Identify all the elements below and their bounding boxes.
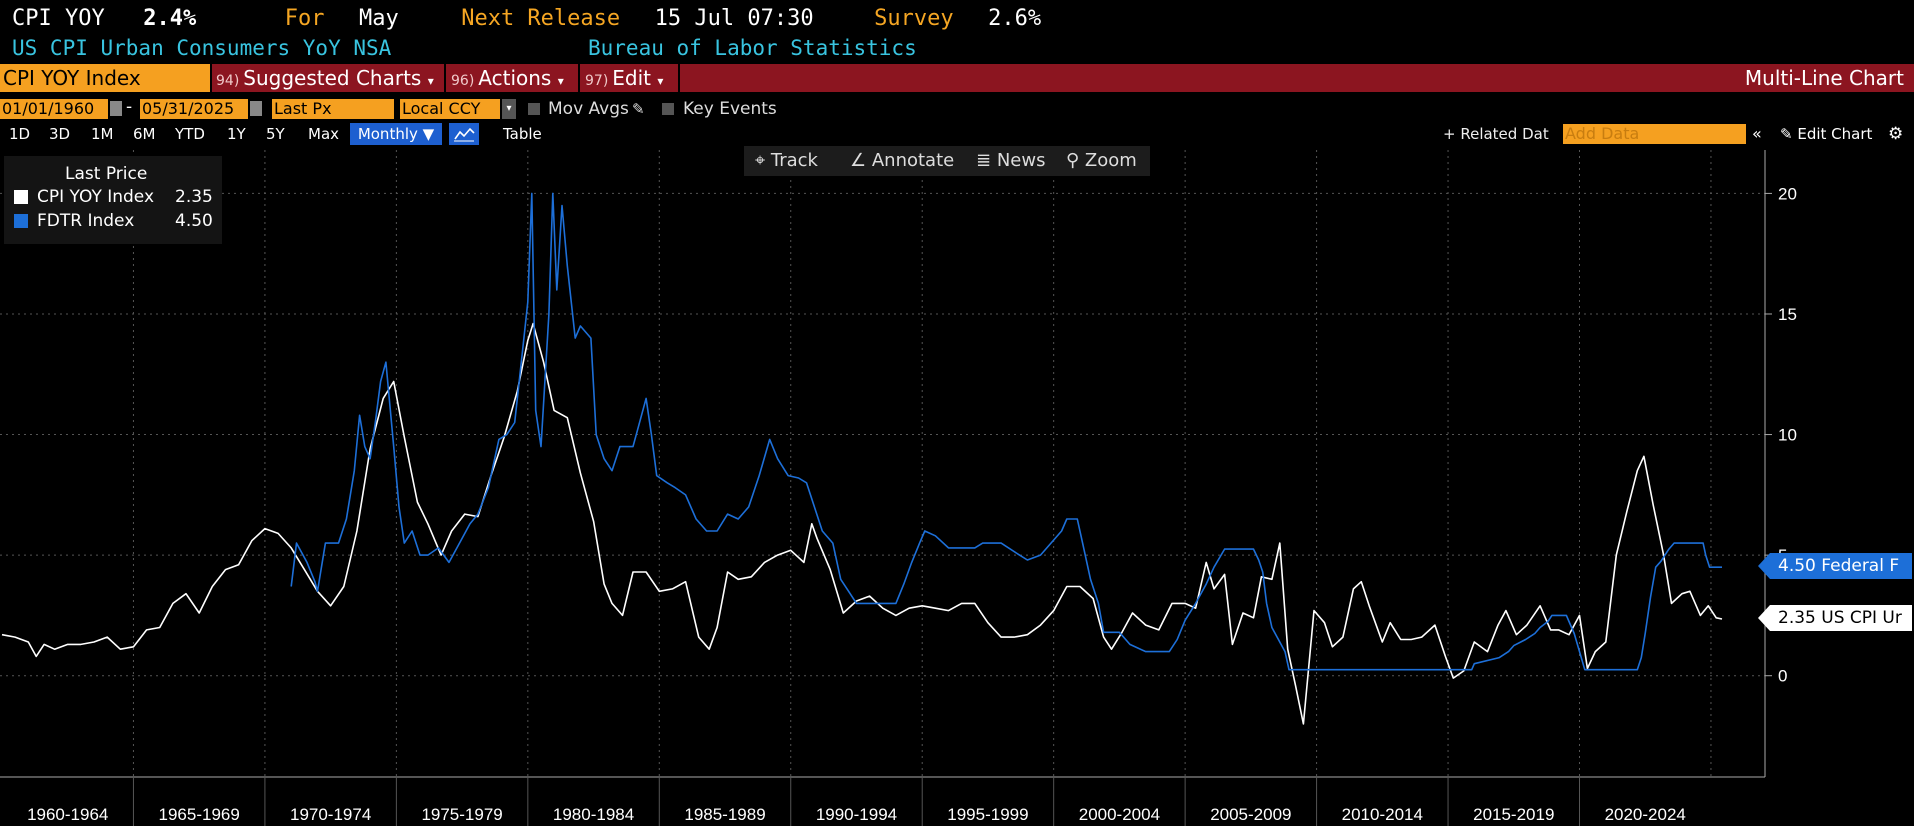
legend-cpi-value: 2.35	[175, 187, 213, 207]
frequency-select[interactable]: Monthly ▼	[350, 123, 442, 145]
mov-avgs-checkbox[interactable]	[528, 103, 540, 115]
edit-menu[interactable]: 97) Edit ▾	[585, 66, 664, 90]
annotate-tool[interactable]: ∠ Annotate	[850, 150, 955, 171]
key-events-label: Key Events	[683, 99, 777, 119]
timeframe-1m[interactable]: 1M	[91, 125, 114, 143]
chevron-down-icon[interactable]: ▾	[502, 99, 516, 119]
suggested-charts-menu[interactable]: 94) Suggested Charts ▾	[216, 66, 434, 90]
y-tick-label: 20	[1778, 184, 1797, 203]
timeframe-6m[interactable]: 6M	[133, 125, 156, 143]
legend-swatch-cpi	[14, 190, 28, 204]
edit-chart-button[interactable]: ✎ Edit Chart	[1780, 125, 1873, 143]
for-label: For	[284, 6, 325, 31]
collapse-icon[interactable]: «	[1752, 124, 1762, 143]
y-tick-label: 0	[1778, 667, 1787, 686]
x-tick-label: 1975-1979	[421, 805, 502, 824]
currency-select[interactable]: Local CCY	[400, 99, 500, 119]
timeframe-5y[interactable]: 5Y	[266, 125, 285, 143]
price-field-select[interactable]: Last Px	[272, 99, 394, 119]
tag-arrow	[1758, 605, 1770, 631]
related-data-button[interactable]: + Related Dat	[1443, 125, 1549, 143]
timeframe-1y[interactable]: 1Y	[227, 125, 246, 143]
ticker-label: CPI YOY	[12, 6, 105, 31]
next-release-value: 15 Jul 07:30	[654, 6, 814, 31]
mov-avgs-label: Mov Avgs	[548, 99, 629, 119]
magnifier-icon: ⚲	[1066, 150, 1085, 171]
menu-bar	[0, 64, 1914, 92]
series-line-fdtr	[290, 192, 1722, 671]
x-tick-label: 1960-1964	[27, 805, 108, 824]
start-date-field[interactable]: 01/01/1960	[0, 99, 108, 119]
y-tick-label: 10	[1778, 426, 1797, 445]
timeframe-ytd[interactable]: YTD	[175, 125, 205, 143]
data-source: Bureau of Labor Statistics	[588, 36, 917, 60]
x-tick-label: 1980-1984	[553, 805, 634, 824]
next-release-label: Next Release	[461, 6, 621, 31]
chart-legend	[4, 156, 222, 244]
zoom-tool[interactable]: ⚲ Zoom	[1066, 150, 1137, 171]
date-range-dash: -	[126, 97, 133, 117]
legend-fdtr-name: FDTR Index	[37, 211, 135, 231]
chart-tools-bar	[744, 146, 1150, 176]
line-chart-icon[interactable]	[449, 123, 479, 145]
track-tool[interactable]: ⌖ Track	[755, 150, 818, 171]
tag-arrow	[1758, 553, 1770, 579]
legend-title: Last Price	[65, 164, 148, 184]
table-button[interactable]: Table	[503, 125, 542, 143]
x-tick-label: 1965-1969	[159, 805, 240, 824]
x-tick-label: 2020-2024	[1605, 805, 1686, 824]
x-tick-label: 1995-1999	[947, 805, 1028, 824]
legend-swatch-fdtr	[14, 214, 28, 228]
fdtr-last-value-tag: 4.50 Federal F	[1770, 553, 1912, 579]
y-tick-label: 15	[1778, 305, 1797, 324]
pencil-icon[interactable]: ✎	[632, 100, 645, 118]
add-data-input[interactable]: Add Data	[1563, 124, 1746, 144]
x-tick-label: 2000-2004	[1079, 805, 1160, 824]
timeframe-max[interactable]: Max	[308, 125, 340, 143]
chart-type-label[interactable]: Multi-Line Chart	[1744, 66, 1904, 90]
end-date-field[interactable]: 05/31/2025	[140, 99, 248, 119]
x-tick-label: 1970-1974	[290, 805, 371, 824]
news-icon: ≣	[976, 150, 997, 171]
pencil-icon: ∠	[850, 150, 872, 171]
calendar-icon[interactable]	[250, 101, 262, 116]
calendar-icon[interactable]	[110, 101, 122, 116]
actions-menu[interactable]: 96) Actions ▾	[451, 66, 564, 90]
x-tick-label: 1990-1994	[816, 805, 897, 824]
pencil-icon: ✎	[1780, 125, 1798, 143]
x-tick-label: 2015-2019	[1473, 805, 1554, 824]
timeframe-3d[interactable]: 3D	[49, 125, 71, 143]
for-value: May	[358, 6, 399, 31]
timeframe-1d[interactable]: 1D	[9, 125, 31, 143]
security-field[interactable]: CPI YOY Index	[0, 64, 210, 92]
crosshair-icon: ⌖	[755, 150, 771, 171]
cpi-last-value-tag: 2.35 US CPI Ur	[1770, 605, 1912, 631]
legend-fdtr-value: 4.50	[175, 211, 213, 231]
x-tick-label: 2010-2014	[1342, 805, 1423, 824]
survey-label: Survey	[874, 6, 954, 31]
header-line: CPI YOY 2.4% For May Next Release 15 Jul…	[12, 6, 1041, 32]
key-events-checkbox[interactable]	[662, 103, 674, 115]
series-line-cpi	[1, 322, 1723, 725]
legend-cpi-name: CPI YOY Index	[37, 187, 155, 207]
gear-icon[interactable]: ⚙	[1888, 124, 1904, 144]
news-tool[interactable]: ≣ News	[976, 150, 1046, 171]
x-tick-label: 1985-1989	[684, 805, 765, 824]
survey-value: 2.6%	[988, 6, 1042, 31]
x-tick-label: 2005-2009	[1210, 805, 1291, 824]
ticker-value: 2.4%	[143, 6, 197, 31]
security-description: US CPI Urban Consumers YoY NSA	[12, 36, 392, 60]
